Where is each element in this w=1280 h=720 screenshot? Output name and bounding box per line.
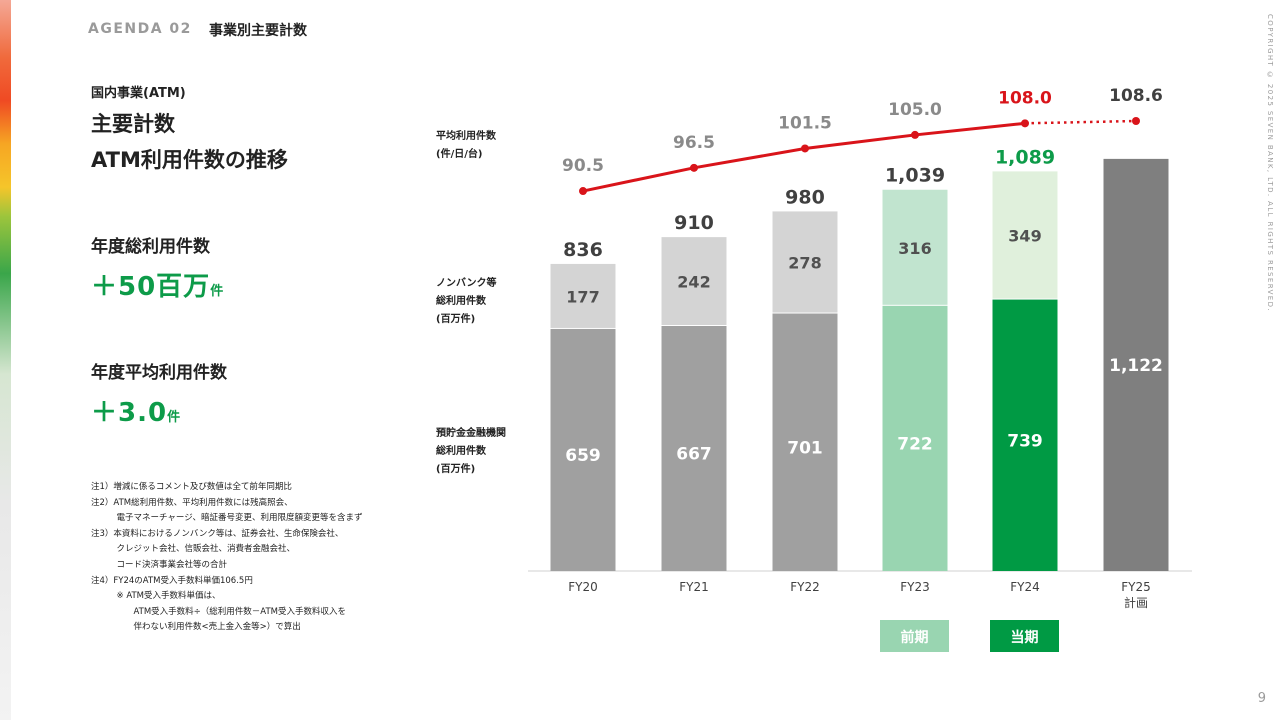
bar-nonbank-1 [661, 237, 727, 326]
data-label-bank: 739 [1007, 432, 1043, 452]
page-number: 9 [1257, 691, 1266, 706]
data-label-average: 108.0 [998, 88, 1052, 108]
x-tick-label: 計画 [1124, 595, 1148, 610]
footnote-line: ATM受入手数料÷（総利用件数－ATM受入手数料収入を [91, 606, 347, 617]
footnote-line: コード決済事業会社等の合計 [91, 559, 228, 570]
line-average-usage-plan [1024, 119, 1137, 125]
x-tick-label: FY22 [790, 580, 820, 594]
kpi-total-number: ＋50百万 [91, 272, 211, 302]
legend-current-label: 当期 [1011, 629, 1039, 646]
data-label-total: 1,039 [885, 165, 945, 187]
bar-bank-4 [992, 299, 1058, 571]
data-label-average: 105.0 [888, 100, 942, 120]
data-label-total: 836 [563, 239, 603, 261]
x-tick-label: FY20 [568, 580, 598, 594]
kpi-total-label: 年度総利用件数 [91, 237, 210, 257]
page-title-line2: ATM利用件数の推移 [91, 148, 288, 172]
bar-nonbank-0 [550, 263, 616, 328]
legend-current-swatch [990, 620, 1059, 652]
data-label-bank: 659 [565, 446, 601, 466]
data-label-nonbank: 278 [788, 253, 821, 272]
kpi-average-value: ＋3.0件 [91, 392, 181, 429]
series-label-bank: 総利用件数 [436, 444, 487, 457]
x-tick-label: FY25 [1121, 580, 1151, 594]
bar-bank-3 [882, 305, 948, 571]
line-point [690, 163, 698, 172]
kpi-average-unit: 件 [167, 410, 182, 425]
data-label-total: 1,089 [995, 146, 1055, 168]
data-label-average: 101.5 [778, 113, 832, 133]
bar-plan-5 [1103, 158, 1169, 571]
bar-nonbank-4 [992, 171, 1058, 299]
series-label-nonbank: ノンバンク等 [436, 276, 497, 289]
bar-bank-2 [772, 313, 838, 571]
footnotes: 注1）増減に係るコメント及び数値は全て前年同期比 注2）ATM総利用件数、平均利… [91, 480, 363, 636]
x-tick-label: FY23 [900, 580, 930, 594]
brand-color-stripe [0, 0, 11, 720]
series-label-nonbank: 総利用件数 [436, 294, 487, 307]
footnote-line: 注3）本資料におけるノンバンク等は、証券会社、生命保険会社、 [91, 528, 344, 539]
data-label-nonbank: 242 [677, 273, 710, 292]
series-label-average: (件/日/台) [436, 147, 482, 160]
line-point [1021, 119, 1029, 128]
legend-prev-label: 前期 [901, 629, 929, 646]
data-label-nonbank: 316 [898, 239, 931, 258]
bar-bank-1 [661, 326, 727, 571]
x-tick-label: FY24 [1010, 580, 1040, 594]
data-label-plan: 1,122 [1109, 356, 1163, 376]
data-label-total: 980 [785, 186, 825, 208]
footnote-line: クレジット会社、信販会社、消費者金融会社、 [91, 544, 296, 555]
kpi-average-number: ＋3.0 [91, 398, 168, 428]
data-label-nonbank: 177 [566, 287, 599, 306]
data-label-bank: 722 [897, 435, 933, 455]
footnote-line: 伴わない利用件数<売上金入金等>）で算出 [91, 622, 301, 633]
page-title-line1: 主要計数 [91, 112, 175, 136]
page-subtitle: 国内事業(ATM) [91, 86, 186, 101]
series-label-nonbank: (百万件) [436, 312, 475, 325]
x-tick-label: FY21 [679, 580, 709, 594]
bar-nonbank-3 [882, 189, 948, 305]
data-label-average: 90.5 [562, 156, 604, 176]
kpi-average-label: 年度平均利用件数 [91, 363, 227, 383]
copyright-notice: COPYRIGHT © 2025 SEVEN BANK, LTD. ALL RI… [1266, 14, 1274, 313]
bar-nonbank-2 [772, 211, 838, 313]
data-label-total: 910 [674, 212, 714, 234]
line-point [1132, 117, 1140, 125]
kpi-total-value: ＋50百万件 [91, 266, 224, 303]
footnote-line: 注1）増減に係るコメント及び数値は全て前年同期比 [91, 482, 292, 492]
legend-prev-swatch [880, 620, 949, 652]
series-label-bank: (百万件) [436, 462, 475, 475]
page-title: 主要計数 ATM利用件数の推移 [91, 106, 288, 178]
agenda-label: AGENDA 02 [88, 21, 192, 37]
section-title: 事業別主要計数 [209, 23, 307, 39]
line-point [911, 130, 919, 139]
footnote-line: 注4）FY24のATM受入手数料単価106.5円 [91, 575, 253, 586]
line-point [579, 187, 587, 196]
line-point [801, 144, 809, 153]
kpi-total-unit: 件 [210, 284, 225, 299]
footnote-line: ※ ATM受入手数料単価は、 [91, 591, 221, 602]
data-label-average: 96.5 [673, 133, 715, 153]
footnote-line: 注2）ATM総利用件数、平均利用件数には残高照会、 [91, 497, 293, 508]
bar-bank-0 [550, 328, 616, 571]
data-label-bank: 667 [676, 444, 712, 464]
data-label-nonbank: 349 [1008, 226, 1041, 245]
series-label-bank: 預貯金金融機関 [436, 426, 506, 439]
data-label-average: 108.6 [1109, 86, 1163, 106]
footnote-line: 電子マネーチャージ、暗証番号変更、利用限度額変更等を含まず [91, 513, 363, 524]
data-label-bank: 701 [787, 438, 823, 458]
series-label-average: 平均利用件数 [436, 129, 497, 142]
